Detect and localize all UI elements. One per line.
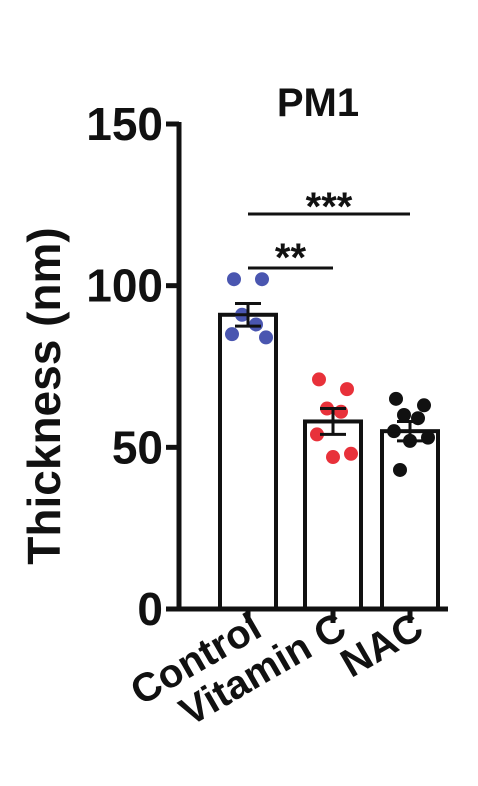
data-point [312,372,326,387]
bar-control [218,312,278,611]
x-tick-label: NAC [333,605,430,686]
data-point [421,430,435,445]
significance-label: ** [275,236,307,280]
data-point [393,462,407,477]
data-point [397,408,411,422]
data-point [417,398,431,413]
y-tick-label: 0 [137,583,163,635]
data-point [255,272,269,287]
data-point [389,391,403,406]
y-tick-label: 50 [112,421,163,473]
data-point [344,446,358,461]
bar-nac [380,429,440,611]
data-point [227,272,241,287]
y-tick-label: 150 [86,98,163,150]
data-point [340,382,354,397]
significance-label: *** [306,185,353,229]
data-point [249,317,263,332]
y-axis-label: Thickness (nm) [18,227,70,564]
data-point [411,411,425,426]
data-point [259,330,273,345]
y-tick-label: 100 [86,260,163,312]
data-point [225,327,239,342]
data-point [334,404,348,419]
data-point [310,427,324,442]
data-point [326,450,340,465]
chart-title: PM1 [277,81,359,125]
